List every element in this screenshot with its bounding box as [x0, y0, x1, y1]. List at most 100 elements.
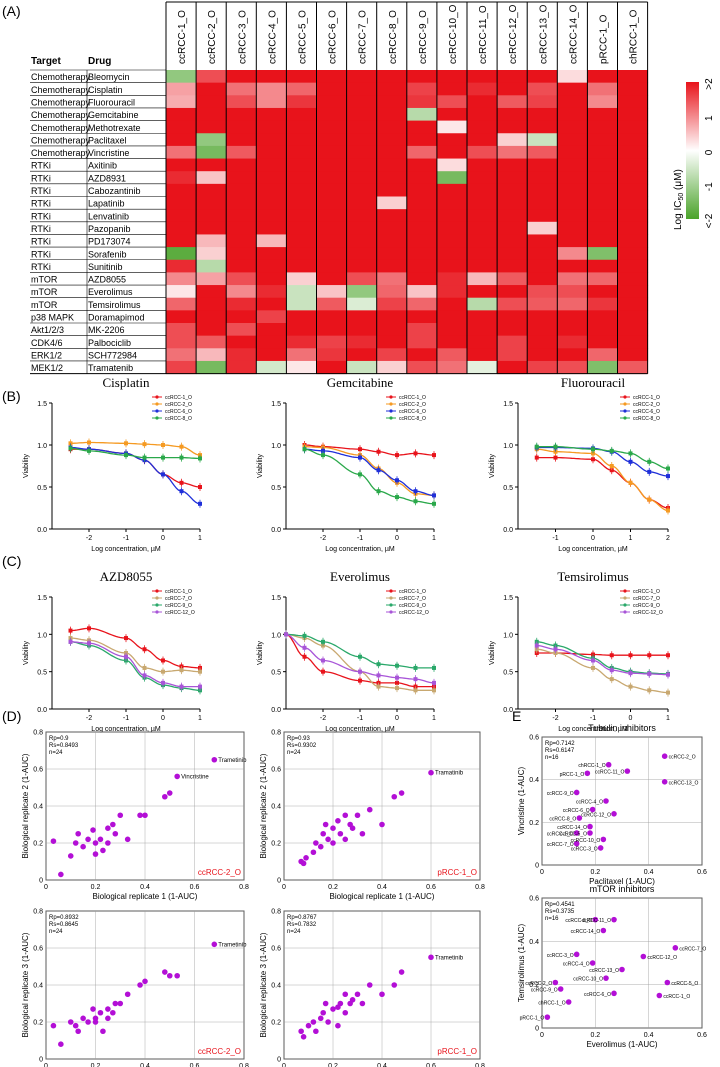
- curve-data-point: [553, 455, 558, 460]
- heatmap-cell: [497, 360, 528, 375]
- scatter-x-tick-label: 0: [44, 1063, 48, 1067]
- heatmap-row-drug: PD173074: [88, 237, 131, 247]
- heatmap-cell: [346, 171, 378, 185]
- curve-legend-marker: [389, 409, 393, 413]
- heatmap-cell: [346, 196, 378, 210]
- scatter-x-label: Biological replicate 1 (1-AUC): [93, 892, 198, 901]
- heatmap-cell: [587, 323, 618, 337]
- scatter-y-tick-label: 0.4: [529, 777, 539, 784]
- curve-legend-label: ccRCC-8_O: [399, 416, 426, 422]
- heatmap-cell: [497, 297, 528, 311]
- curve-x-tick-label: 1: [629, 535, 633, 542]
- scatter-point: [576, 815, 583, 821]
- heatmap-cell: [286, 335, 317, 349]
- scatter-stat-text: Rp=0.8932: [49, 915, 79, 921]
- scatter-point-label: ccRCC-6_O: [584, 992, 611, 998]
- curve-legend-marker: [389, 395, 393, 399]
- heatmap-cell: [527, 70, 558, 84]
- heatmap-cell: [527, 209, 558, 223]
- scatter-point: [335, 1022, 341, 1029]
- scatter-point-label: ccRCC-6_O: [563, 808, 590, 814]
- curve-legend-marker: [623, 589, 627, 593]
- heatmap-column-label: pRCC-1_O: [598, 14, 609, 64]
- scatter-point: [366, 806, 373, 813]
- curve-data-point: [161, 472, 165, 477]
- scatter-stat-text: n=16: [545, 916, 559, 922]
- curve-y-tick-label: 0.0: [271, 527, 281, 534]
- curve-data-point: [666, 466, 670, 471]
- scatter-point-label: ccRCC-10_O: [573, 977, 603, 983]
- heatmap-cell: [346, 310, 378, 324]
- heatmap-cell: [617, 183, 649, 197]
- legend-tick-label: 1: [704, 115, 715, 121]
- scatter-point: [322, 1000, 329, 1007]
- heatmap-cell: [316, 107, 348, 122]
- curve-data-point: [609, 653, 614, 658]
- curve-data-point: [87, 440, 91, 445]
- heatmap-cell: [166, 120, 197, 134]
- scatter-y-tick-label: 0.8: [271, 730, 281, 737]
- heatmap-row-target: p38 MAPK: [31, 313, 74, 323]
- curve-x-tick-label: 0: [395, 535, 399, 542]
- scatter-y-tick-label: 0.4: [33, 804, 43, 811]
- scatter-point-label: ccRCC-10_O: [571, 838, 601, 844]
- curve-series-line: [536, 644, 669, 676]
- heatmap-cell: [497, 234, 528, 248]
- scatter-stat-text: n=24: [287, 929, 301, 935]
- curve-x-label: Log concentration, µM: [325, 546, 395, 553]
- heatmap-cell: [226, 70, 257, 84]
- curve-data-point: [142, 455, 147, 460]
- scatter-point: [359, 1000, 366, 1007]
- curve-y-tick-label: 0.5: [271, 485, 281, 492]
- heatmap-cell: [587, 133, 618, 147]
- scatter-point: [342, 812, 349, 819]
- scatter-point: [105, 1015, 111, 1022]
- heatmap-cell: [346, 133, 378, 147]
- heatmap-cell: [346, 145, 378, 160]
- heatmap-cell: [196, 82, 227, 96]
- heatmap-row-drug: Doramapimod: [88, 313, 145, 323]
- scatter-point: [92, 840, 99, 846]
- heatmap-cell: [587, 259, 618, 273]
- heatmap-row-drug: Paclitaxel: [88, 135, 127, 145]
- heatmap-cell: [436, 171, 468, 185]
- heatmap-cell: [406, 247, 438, 261]
- scatter-point: [67, 853, 74, 859]
- scatter-point: [110, 821, 116, 828]
- curve-legend-marker: [623, 603, 627, 607]
- heatmap-cell: [226, 107, 257, 122]
- heatmap-cell: [617, 221, 649, 235]
- heatmap-cell: [467, 259, 498, 273]
- curve-data-point: [413, 451, 418, 456]
- heatmap-cell: [346, 272, 378, 286]
- heatmap-row-drug: Sorafenib: [88, 249, 127, 259]
- curve-x-label: Log concentration, µM: [558, 546, 628, 553]
- heatmap-cell: [286, 310, 317, 324]
- heatmap-row-target: RTKi: [31, 237, 51, 247]
- heatmap-cell: [316, 209, 348, 223]
- heatmap-cell: [527, 196, 558, 210]
- heatmap-cell: [617, 95, 649, 109]
- curve-data-point: [376, 662, 381, 667]
- heatmap-cell: [226, 120, 257, 134]
- heatmap-cell: [286, 133, 317, 147]
- heatmap-row-target: mTOR: [31, 287, 58, 297]
- heatmap-cell: [286, 259, 317, 273]
- heatmap-cell: [196, 120, 227, 134]
- heatmap-cell: [617, 82, 649, 96]
- scatter-point: [366, 982, 373, 988]
- heatmap-row-drug: AZD8931: [88, 173, 126, 183]
- scatter-y-label: Temsirolimus (1-AUC): [517, 924, 526, 1003]
- curve-x-tick-label: -2: [320, 535, 326, 542]
- scatter-point: [573, 789, 580, 796]
- heatmap-cell: [286, 285, 317, 299]
- scatter-point: [391, 793, 398, 800]
- heatmap-row-drug: Tramatenib: [88, 363, 133, 373]
- curve-data-point: [142, 665, 147, 670]
- scatter-point: [67, 1019, 74, 1025]
- scatter-point: [58, 871, 64, 878]
- scatter-point: [379, 991, 385, 998]
- curve-y-tick-label: 1.0: [271, 632, 281, 639]
- heatmap-cell: [346, 95, 378, 109]
- curve-data-point: [432, 453, 436, 458]
